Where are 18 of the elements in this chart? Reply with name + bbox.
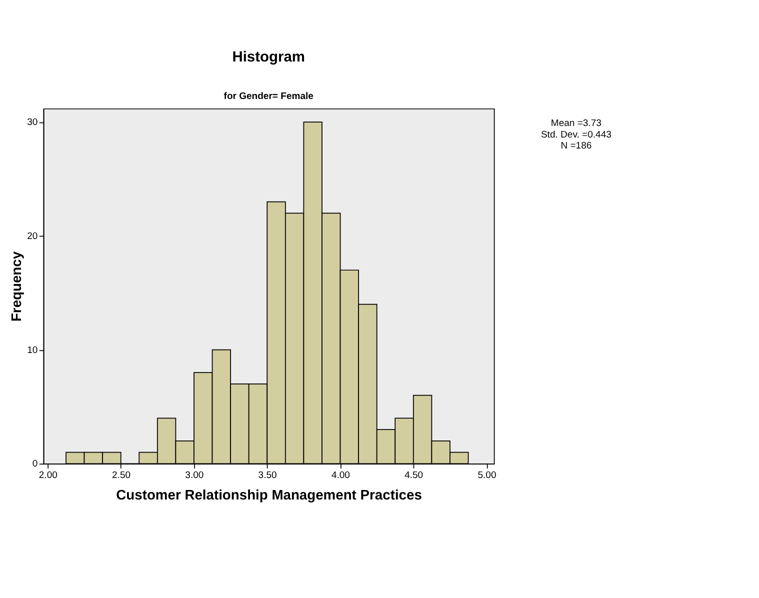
x-axis-title: Customer Relationship Management Practices (116, 486, 422, 503)
text: N =186 (560, 140, 592, 152)
x-tick-label: 2.00 (38, 470, 58, 481)
y-tick-label: 10 (27, 344, 38, 356)
x-tick-label: 5.00 (478, 470, 496, 481)
x-tick-label: 3.50 (258, 470, 277, 481)
y-tick-label: 30 (27, 117, 38, 128)
chart-title: Histogram (232, 50, 305, 66)
text: Mean =3.73 (550, 118, 602, 130)
y-tick-label: 0 (32, 458, 38, 470)
y-tick-label: 20 (27, 231, 38, 242)
chart-subtitle: for Gender= Female (224, 90, 314, 102)
x-tick-label: 4.00 (331, 470, 350, 481)
x-tick-label: 3.00 (185, 470, 204, 481)
y-axis-title: Frequency (8, 251, 24, 322)
x-tick-label: 2.50 (112, 470, 131, 481)
x-tick-label: 4.50 (404, 470, 424, 481)
text: Std. Dev. =0.443 (540, 129, 612, 140)
